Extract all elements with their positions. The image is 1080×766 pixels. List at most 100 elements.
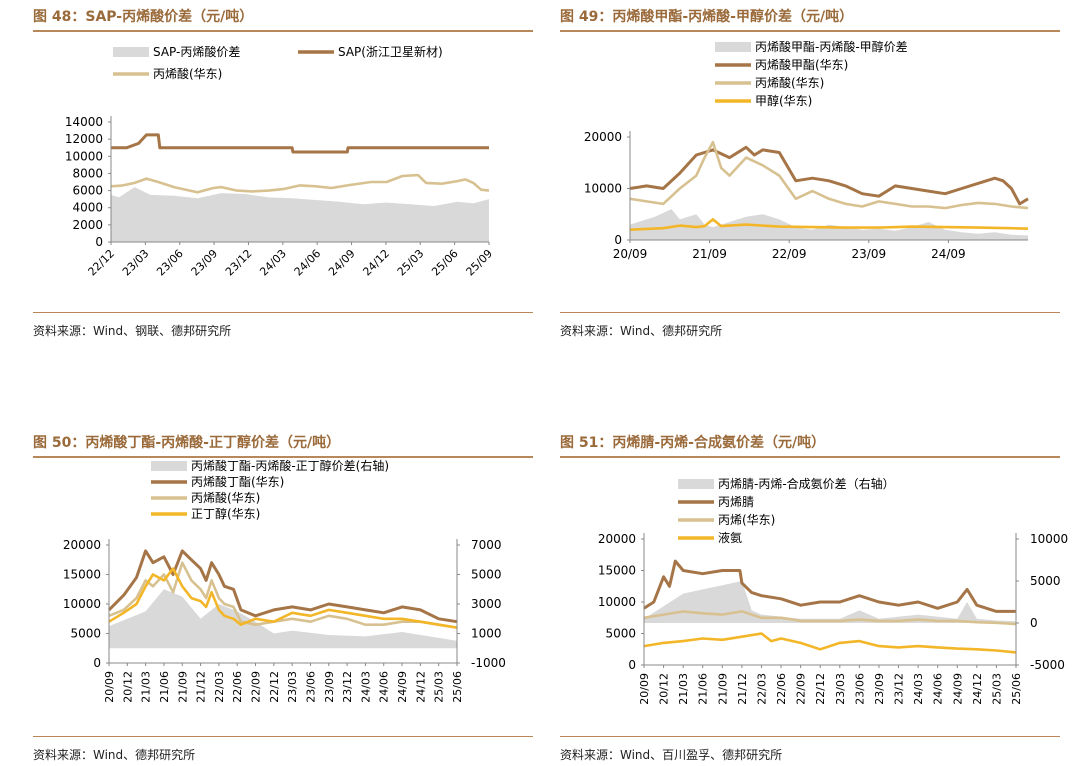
legend-label: 丙烯腈 bbox=[718, 495, 754, 509]
y2-tick-label: 0 bbox=[1030, 616, 1038, 630]
legend-label: 丙烯腈-丙烯-合成氨价差（右轴） bbox=[718, 476, 895, 491]
chart-methyl-acrylate-spread: 0 10000 20000 20/09 21/09 22/09 23/09 24/09 丙烯酸甲… bbox=[584, 39, 1029, 261]
source-rule bbox=[560, 736, 1060, 737]
source-note: 资料来源：Wind、百川盈孚、德邦研究所 bbox=[560, 748, 783, 762]
x-tick-label: 21/12 bbox=[195, 671, 208, 703]
x-tick-label: 24/09 bbox=[396, 671, 409, 703]
y-tick-label: 14000 bbox=[65, 115, 103, 129]
x-tick-label: 24/06 bbox=[378, 671, 391, 703]
y2-tick-label: 3000 bbox=[471, 597, 502, 611]
series-line-1 bbox=[107, 549, 458, 624]
series-line-2 bbox=[629, 140, 1029, 210]
x-tick-label: 22/09 bbox=[772, 247, 807, 261]
series-area-0 bbox=[111, 187, 489, 242]
x-tick-label: 22/12 bbox=[814, 673, 827, 705]
y2-tick-label: -5000 bbox=[1030, 658, 1065, 672]
title-rule bbox=[560, 30, 1060, 32]
chart-title: 图 48：SAP-丙烯酸价差（元/吨） bbox=[33, 9, 254, 25]
legend-label: 丙烯酸甲酯(华东) bbox=[755, 57, 848, 72]
source-note: 资料来源：Wind、德邦研究所 bbox=[33, 748, 196, 762]
x-tick-label: 24/09 bbox=[326, 247, 358, 279]
y-tick-label: 12000 bbox=[65, 132, 103, 146]
chart-title: 图 50：丙烯酸丁酯-丙烯酸-正丁醇价差（元/吨） bbox=[33, 435, 341, 451]
x-tick-label: 24/03 bbox=[257, 247, 289, 279]
x-tick-label: 20/09 bbox=[638, 673, 651, 705]
chart-title: 图 51：丙烯腈-丙烯-合成氨价差（元/吨） bbox=[560, 435, 826, 451]
legend-swatch bbox=[715, 42, 751, 52]
y-tick-label: 6000 bbox=[72, 184, 103, 198]
legend-swatch bbox=[113, 47, 149, 57]
legend-swatch bbox=[151, 461, 187, 471]
x-tick-label: 22/06 bbox=[231, 671, 244, 703]
x-tick-label: 22/03 bbox=[213, 671, 226, 703]
y-tick-label: 0 bbox=[614, 233, 622, 247]
x-tick-label: 23/12 bbox=[893, 673, 906, 705]
x-tick-label: 23/06 bbox=[154, 247, 186, 279]
y-tick-label: 10000 bbox=[63, 597, 101, 611]
x-tick-label: 22/09 bbox=[250, 671, 263, 703]
legend-swatch bbox=[678, 479, 714, 489]
legend-label: SAP(浙江卫星新材) bbox=[338, 44, 443, 59]
x-tick-label: 23/06 bbox=[304, 671, 317, 703]
series-line-3 bbox=[643, 632, 1017, 654]
x-tick-label: 25/09 bbox=[464, 247, 496, 279]
source-rule bbox=[33, 736, 533, 737]
y2-tick-label: 5000 bbox=[1030, 574, 1061, 588]
chart-acrylonitrile-spread: 0 5000 10000 15000 20000 -5000 0 5000 10000 20/09… bbox=[598, 476, 1068, 705]
y2-tick-label: 7000 bbox=[471, 538, 502, 552]
legend-label: 丙烯酸丁酯-丙烯酸-正丁醇价差(右轴) bbox=[191, 458, 389, 473]
x-tick-label: 24/12 bbox=[414, 671, 427, 703]
legend-label: 正丁醇(华东) bbox=[191, 506, 260, 521]
x-tick-label: 21/06 bbox=[158, 671, 171, 703]
legend-label: 丙烯酸(华东) bbox=[153, 66, 222, 81]
y2-tick-label: 10000 bbox=[1030, 532, 1068, 546]
x-tick-label: 25/06 bbox=[1010, 673, 1023, 705]
chart-panel-49: 图 49：丙烯酸甲酯-丙烯酸-甲醇价差（元/吨） 0 10000 20000 20/0… bbox=[560, 0, 1060, 345]
x-tick-label: 23/03 bbox=[834, 673, 847, 705]
source-rule bbox=[33, 312, 533, 313]
legend-label: 丙烯酸(华东) bbox=[191, 490, 260, 505]
x-tick-label: 23/12 bbox=[341, 671, 354, 703]
x-tick-label: 24/09 bbox=[951, 673, 964, 705]
series-line-2 bbox=[643, 610, 1017, 626]
x-tick-label: 23/03 bbox=[286, 671, 299, 703]
x-tick-label: 24/12 bbox=[360, 247, 392, 279]
legend-label: SAP-丙烯酸价差 bbox=[153, 44, 240, 59]
legend-label: 丙烯(华东) bbox=[718, 513, 775, 527]
y2-tick-label: -1000 bbox=[471, 656, 506, 670]
x-tick-label: 23/12 bbox=[223, 247, 255, 279]
chart-panel-48: 图 48：SAP-丙烯酸价差（元/吨） 0 2000 4000 6000 8000 100… bbox=[33, 0, 533, 345]
legend-label: 丙烯酸丁酯(华东) bbox=[191, 474, 284, 489]
x-tick-label: 23/06 bbox=[853, 673, 866, 705]
y-tick-label: 2000 bbox=[72, 218, 103, 232]
x-tick-label: 20/09 bbox=[613, 247, 648, 261]
x-tick-label: 21/09 bbox=[692, 247, 727, 261]
y-tick-label: 0 bbox=[93, 656, 101, 670]
y-tick-label: 10000 bbox=[584, 182, 622, 196]
series-line-1 bbox=[111, 133, 489, 154]
x-tick-label: 24/12 bbox=[971, 673, 984, 705]
x-tick-label: 21/09 bbox=[176, 671, 189, 703]
series-line-3 bbox=[629, 218, 1029, 231]
chart-panel-50: 图 50：丙烯酸丁酯-丙烯酸-正丁醇价差（元/吨） 0 5000 10000 1500… bbox=[33, 428, 533, 766]
legend-label: 丙烯酸甲酯-丙烯酸-甲醇价差 bbox=[755, 39, 908, 54]
chart-butyl-acrylate-spread: 0 5000 10000 15000 20000 -1000 1000 3000 5000 700… bbox=[63, 458, 506, 703]
y-tick-label: 20000 bbox=[63, 538, 101, 552]
x-tick-label: 22/12 bbox=[86, 247, 118, 279]
source-rule bbox=[560, 312, 1060, 313]
x-tick-label: 21/09 bbox=[716, 673, 729, 705]
y-tick-label: 15000 bbox=[598, 564, 636, 578]
y2-tick-label: 5000 bbox=[471, 568, 502, 582]
series-line-3 bbox=[108, 567, 458, 629]
series-line-2 bbox=[110, 173, 490, 194]
x-tick-label: 23/03 bbox=[120, 247, 152, 279]
y2-tick-label: 1000 bbox=[471, 627, 502, 641]
series-line-2 bbox=[108, 561, 458, 629]
y-tick-label: 10000 bbox=[598, 595, 636, 609]
x-tick-label: 20/09 bbox=[103, 671, 116, 703]
x-tick-label: 24/06 bbox=[292, 247, 324, 279]
x-tick-label: 21/12 bbox=[736, 673, 749, 705]
y-tick-label: 5000 bbox=[605, 627, 636, 641]
y-tick-label: 10000 bbox=[65, 149, 103, 163]
